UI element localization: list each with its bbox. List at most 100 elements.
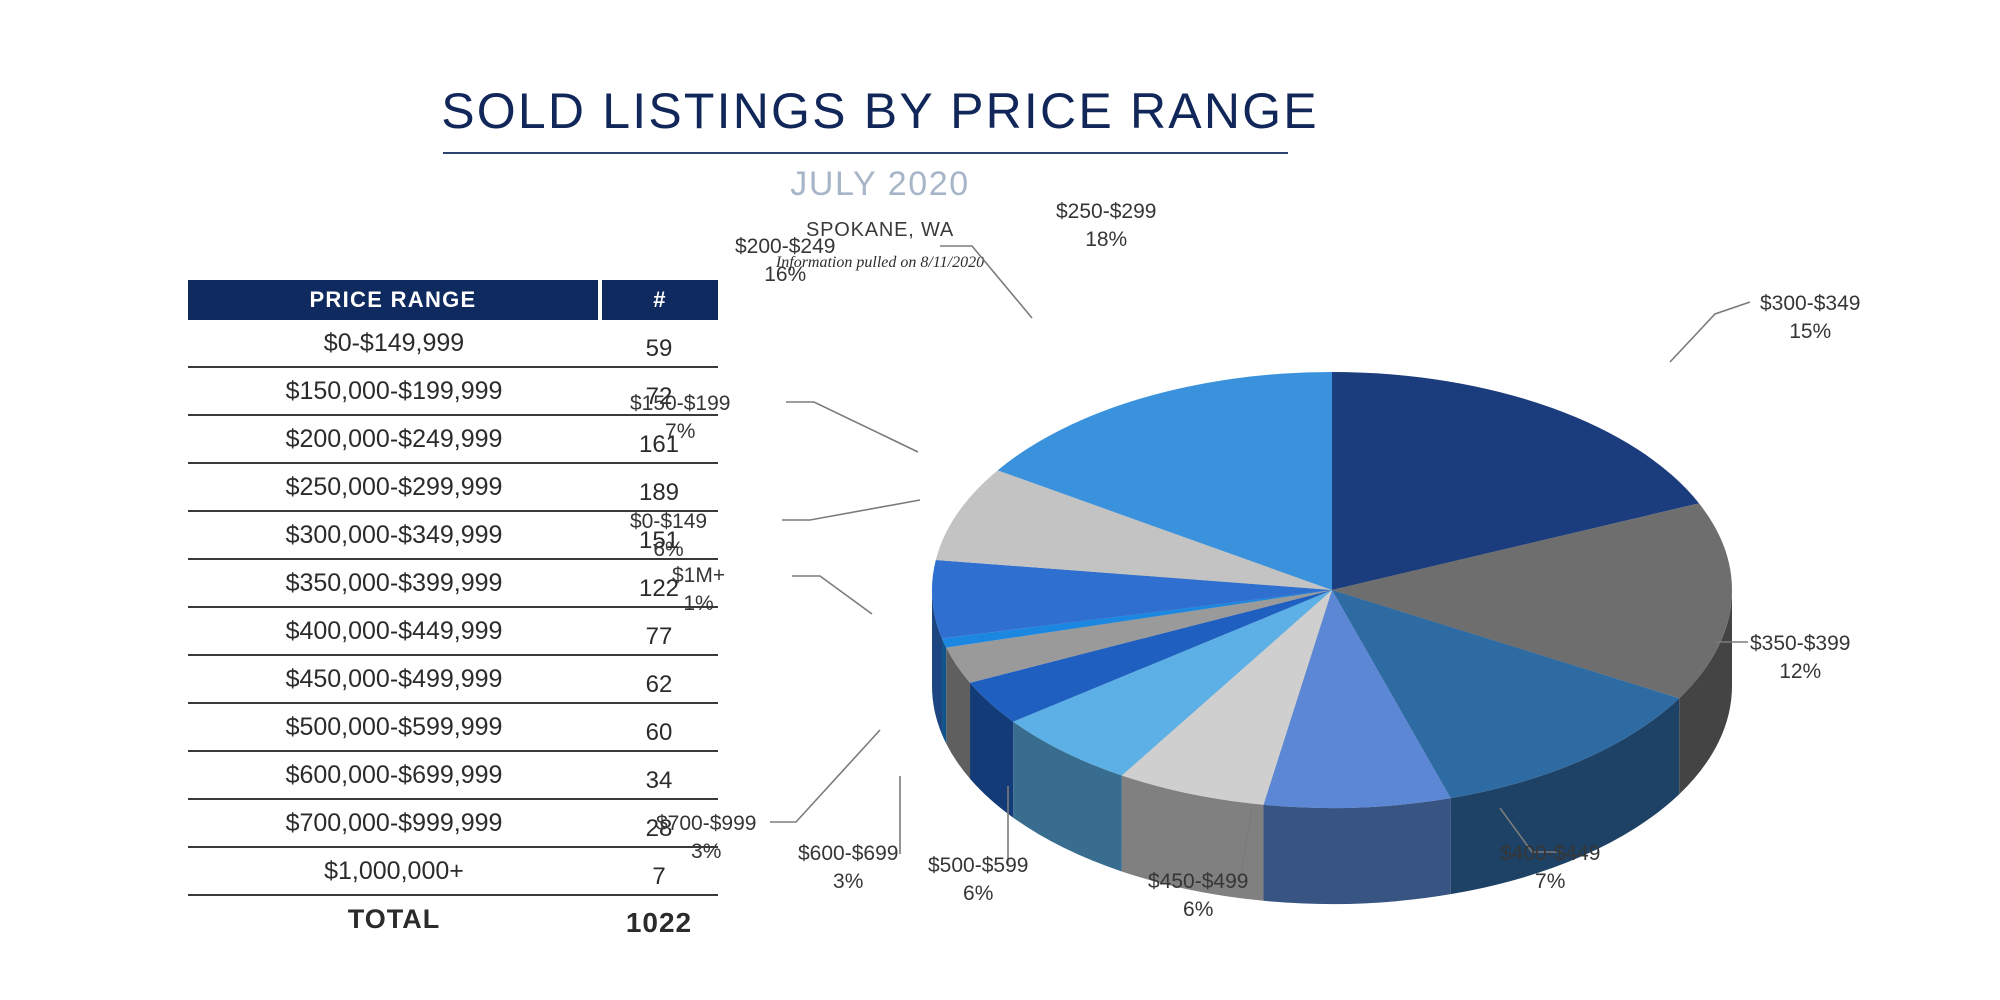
pie-callout-7: $700-$999 3% [656, 810, 756, 866]
leader-line-8 [782, 499, 921, 521]
column-header-count: # [600, 280, 718, 320]
pie-slice-side-6 [970, 682, 1014, 818]
total-count: 1022 [625, 907, 693, 938]
pie-callout-2: $350-$399 12% [1750, 630, 1850, 686]
pie-slice-10[interactable] [935, 470, 1332, 590]
table-row: $1,000,000+ 7 [188, 847, 718, 896]
pie-slice-2[interactable] [1332, 590, 1680, 799]
pie-callout-label: $700-$999 [656, 812, 757, 835]
pie-callout-label: $500-$599 [928, 854, 1029, 877]
table-row: $450,000-$499,999 62 [188, 655, 718, 704]
pie-callout-label: $450-$499 [1148, 870, 1249, 893]
pie-slice-6[interactable] [970, 590, 1332, 722]
pie-callout-8: $1M+ 1% [672, 562, 725, 618]
pie-slice-side-2 [1450, 698, 1680, 895]
pie-side-wall-group [932, 590, 1732, 904]
table-total-row: TOTAL 1022 [188, 895, 718, 942]
cell-price-range: $150,000-$199,999 [188, 367, 600, 416]
table-row: $350,000-$399,999 122 [188, 559, 718, 608]
pie-slice-1[interactable] [1332, 503, 1732, 699]
pie-callout-4: $450-$499 6% [1148, 868, 1248, 924]
pie-callout-3: $400-$449 7% [1500, 840, 1600, 896]
cell-count: 77 [600, 607, 718, 656]
report-location: SPOKANE, WA [805, 219, 955, 241]
pie-callout-6: $600-$699 3% [798, 840, 898, 896]
page-title: SOLD LISTINGS BY PRICE RANGE [441, 83, 1319, 139]
leader-line-9 [786, 401, 919, 453]
cell-count: 189 [600, 463, 718, 512]
total-label: TOTAL [347, 903, 441, 934]
pie-callout-percent: 15% [1789, 319, 1832, 343]
cell-count: 151 [600, 511, 718, 560]
pie-callout-percent: 1% [683, 591, 714, 615]
leader-line-6 [770, 729, 881, 823]
pie-slice-7[interactable] [946, 590, 1332, 683]
cell-count: 60 [600, 703, 718, 752]
cell-price-range: $450,000-$499,999 [188, 655, 600, 704]
pie-callout-label: $150-$199 [630, 392, 731, 415]
cell-price-range: $300,000-$349,999 [188, 511, 600, 560]
price-range-table: PRICE RANGE # $0-$149,999 59 $150,000-$199… [188, 280, 718, 942]
table-row: $250,000-$299,999 189 [188, 463, 718, 512]
pie-callout-label: $200-$249 [735, 235, 836, 258]
leader-line-2 [1499, 807, 1562, 853]
callout-leader-lines [770, 245, 1751, 881]
cell-price-range: $350,000-$399,999 [188, 559, 600, 608]
table-row: $200,000-$249,999 161 [188, 415, 718, 464]
cell-price-range: $1,000,000+ [188, 847, 600, 896]
pie-slice-4[interactable] [1121, 590, 1332, 805]
leader-line-0 [1669, 301, 1751, 363]
cell-count: 7 [600, 847, 718, 896]
pie-slice-side-5 [1013, 721, 1122, 872]
cell-price-range: $200,000-$249,999 [188, 415, 600, 464]
pie-slice-5[interactable] [1013, 590, 1332, 776]
table-row: $0-$149,999 59 [188, 320, 718, 368]
pie-callout-label: $300-$349 [1760, 292, 1861, 315]
table-row: $500,000-$599,999 60 [188, 703, 718, 752]
table-row: $700,000-$999,999 28 [188, 799, 718, 848]
cell-price-range: $600,000-$699,999 [188, 751, 600, 800]
pie-callout-label: $250-$299 [1056, 200, 1157, 223]
pie-callout-label: $600-$699 [798, 842, 899, 865]
cell-count: 62 [600, 655, 718, 704]
table-header: PRICE RANGE # [188, 280, 718, 320]
pie-slice-0[interactable] [1332, 372, 1700, 590]
pie-callout-1: $300-$349 15% [1760, 290, 1860, 346]
leader-line-7 [792, 575, 873, 615]
pie-callout-percent: 7% [665, 419, 696, 443]
pie-callout-percent: 16% [764, 262, 807, 286]
pie-slice-9[interactable] [932, 559, 1332, 639]
pie-callout-5: $500-$599 6% [928, 852, 1028, 908]
cell-count: 28 [600, 799, 718, 848]
price-range-table-container: PRICE RANGE # $0-$149,999 59 $150,000-$199… [188, 280, 718, 942]
cell-price-range: $0-$149,999 [188, 320, 600, 368]
pie-callout-label: $1M+ [672, 564, 726, 587]
pie-callout-11: $200-$249 16% [735, 233, 835, 289]
pie-slice-side-4 [1121, 775, 1264, 901]
pie-slice-8[interactable] [942, 590, 1332, 648]
pie-callout-label: $350-$399 [1750, 632, 1851, 655]
table-body: $0-$149,999 59 $150,000-$199,999 72 $200,000… [188, 320, 718, 942]
table-header-row: PRICE RANGE # [188, 280, 718, 320]
cell-price-range: $250,000-$299,999 [188, 463, 600, 512]
pie-chart-3d [770, 245, 1751, 904]
pie-callout-10: $150-$199 7% [630, 390, 730, 446]
pie-callout-percent: 6% [653, 537, 684, 561]
cell-price-range: $400,000-$449,999 [188, 607, 600, 656]
title-underline-divider [443, 152, 1288, 154]
pie-callout-percent: 3% [691, 839, 722, 863]
pie-slice-3[interactable] [1263, 590, 1451, 808]
pie-slice-side-8 [942, 638, 947, 744]
table-row: $400,000-$449,999 77 [188, 607, 718, 656]
report-month-subtitle: JULY 2020 [790, 165, 970, 203]
pie-callout-9: $0-$149 6% [630, 508, 707, 564]
pie-callout-label: $400-$449 [1500, 842, 1601, 865]
pie-callout-label: $0-$149 [630, 510, 708, 533]
pie-slice-side-1 [1679, 590, 1732, 795]
pie-top-face-group [932, 372, 1732, 808]
column-header-price-range: PRICE RANGE [188, 280, 602, 320]
pie-slice-side-7 [946, 647, 971, 779]
cell-count: 34 [600, 751, 718, 800]
pie-callout-percent: 7% [1535, 869, 1566, 893]
pie-slice-11[interactable] [997, 372, 1332, 590]
